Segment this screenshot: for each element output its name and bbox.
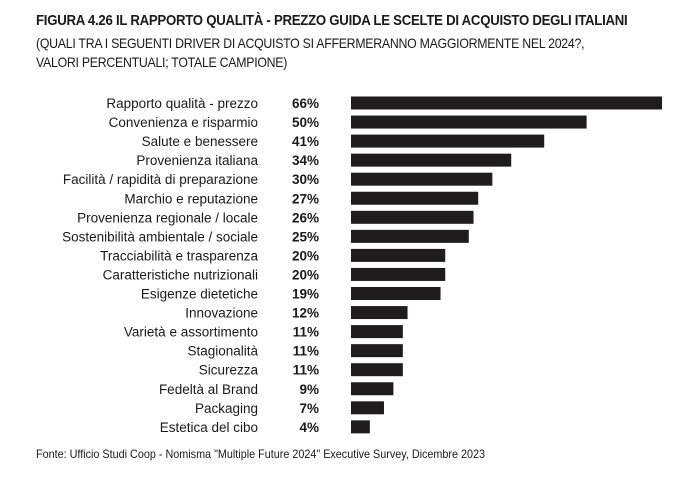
category-label: Tracciabilità e trasparenza — [100, 248, 258, 263]
bar — [351, 325, 403, 339]
value-label: 27% — [292, 191, 319, 206]
bar — [351, 267, 446, 281]
bar — [351, 248, 446, 262]
category-label: Convenienza e risparmio — [109, 115, 258, 130]
chart-title: FIGURA 4.26 IL RAPPORTO QUALITÀ - PREZZO… — [36, 12, 628, 29]
value-label: 26% — [292, 210, 319, 225]
chart-subtitle: (QUALI TRA I SEGUENTI DRIVER DI ACQUISTO… — [36, 35, 585, 70]
category-label: Packaging — [195, 401, 258, 416]
bar — [351, 363, 403, 377]
bar — [351, 172, 493, 186]
source-note: Fonte: Ufficio Studi Coop - Nomisma "Mul… — [36, 447, 486, 461]
value-label: 12% — [292, 306, 319, 321]
bar — [351, 420, 370, 434]
category-label: Provenienza italiana — [136, 153, 258, 168]
category-label: Stagionalità — [187, 344, 258, 359]
bar — [351, 153, 512, 167]
bar — [351, 134, 545, 148]
value-label: 11% — [293, 344, 319, 359]
category-label: Sicurezza — [199, 363, 259, 378]
value-label: 34% — [292, 153, 319, 168]
category-label: Salute e benessere — [142, 134, 258, 149]
bar — [351, 344, 403, 358]
category-label: Provenienza regionale / locale — [77, 210, 258, 225]
bar — [351, 191, 479, 205]
category-label: Fedeltà al Brand — [159, 382, 258, 397]
value-label: 19% — [292, 287, 319, 302]
value-label: 20% — [292, 267, 319, 282]
category-label: Facilità / rapidità di preparazione — [63, 172, 258, 187]
bar — [351, 306, 408, 320]
value-label: 50% — [292, 115, 319, 130]
value-label: 11% — [293, 325, 319, 340]
bar — [351, 401, 384, 415]
category-label: Rapporto qualità - prezzo — [106, 96, 258, 111]
bar — [351, 96, 662, 110]
bar — [351, 210, 474, 224]
value-label: 9% — [299, 382, 319, 397]
value-label: 25% — [292, 229, 319, 244]
category-label: Esigenze dietetiche — [141, 287, 258, 302]
category-label: Caratteristiche nutrizionali — [103, 267, 258, 282]
category-label: Marchio e reputazione — [124, 191, 258, 206]
bar — [351, 382, 394, 396]
value-label: 4% — [299, 420, 319, 435]
category-label: Sostenibilità ambientale / sociale — [62, 229, 258, 244]
bar — [351, 229, 469, 243]
value-label: 20% — [292, 248, 319, 263]
value-label: 7% — [299, 401, 319, 416]
category-label: Estetica del cibo — [160, 420, 258, 435]
category-label: Varietà e assortimento — [124, 325, 258, 340]
category-label: Innovazione — [185, 306, 258, 321]
value-label: 41% — [292, 134, 319, 149]
value-label: 66% — [292, 96, 319, 111]
value-label: 11% — [293, 363, 319, 378]
value-label: 30% — [292, 172, 319, 187]
bar — [351, 287, 441, 300]
bar — [351, 115, 587, 129]
